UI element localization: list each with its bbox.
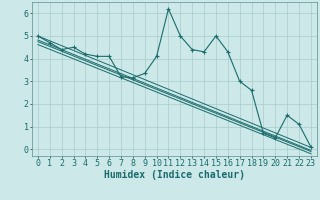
X-axis label: Humidex (Indice chaleur): Humidex (Indice chaleur)	[104, 170, 245, 180]
